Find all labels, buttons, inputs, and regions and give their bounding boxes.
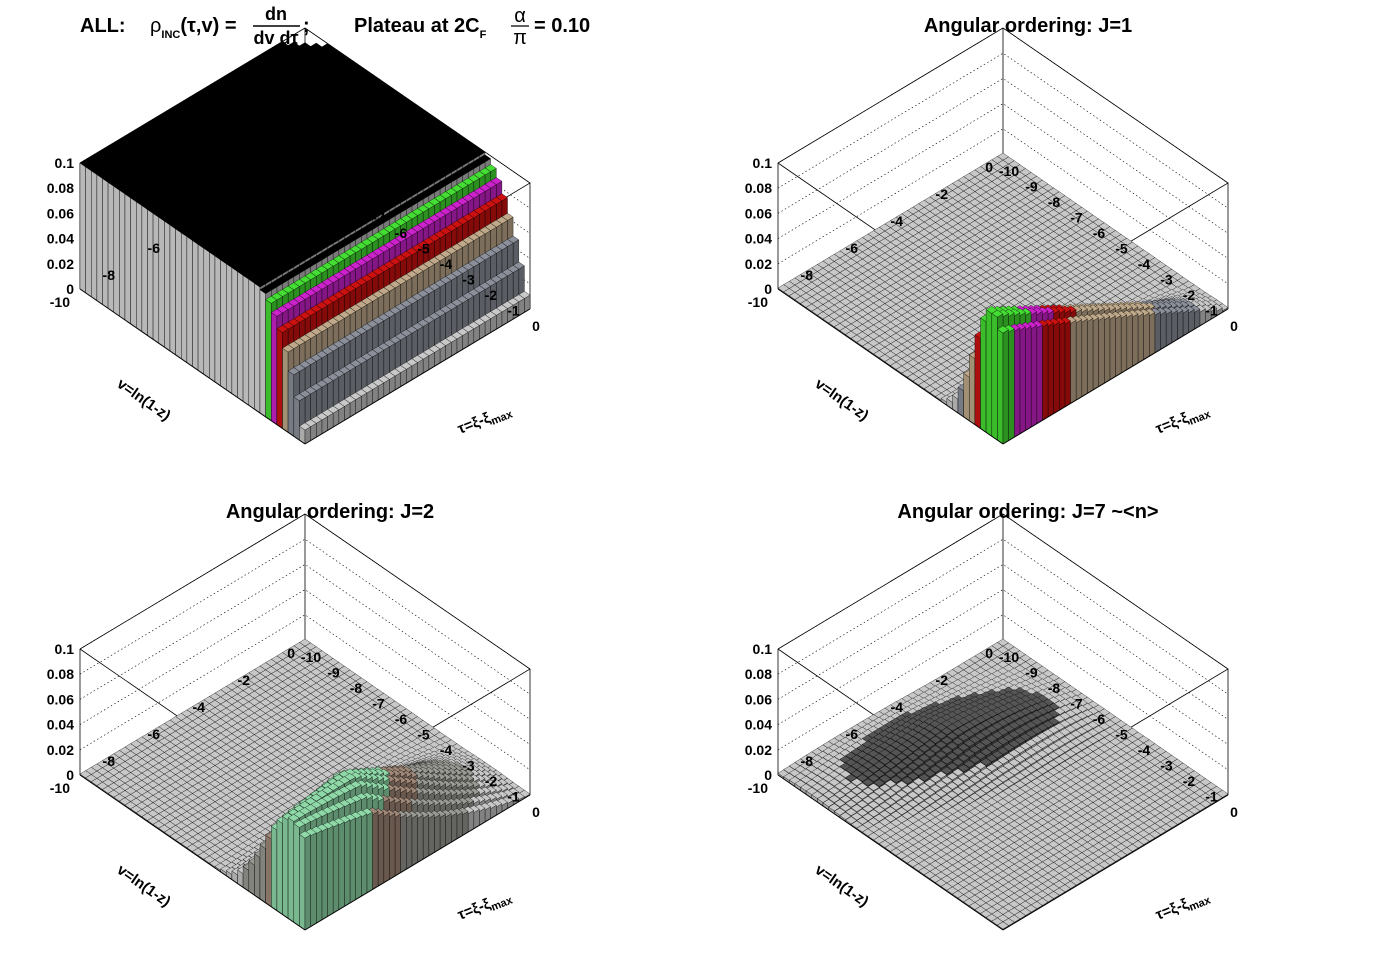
tau-tick-label: -5 — [1115, 241, 1128, 257]
fraction-denominator: dv dτ — [253, 28, 298, 48]
tau-tick-label: -3 — [462, 272, 475, 288]
tau-tick-label: -3 — [462, 758, 475, 774]
v-axis-title: v=ln(1-z) — [114, 375, 174, 424]
v-tick-label: -4 — [891, 213, 904, 229]
tau-tick-label: -3 — [1160, 272, 1173, 288]
z-tick-label: 0.08 — [47, 666, 74, 682]
v-tick-label: -8 — [801, 267, 814, 283]
panel-title: Angular ordering: J=1 — [924, 15, 1132, 37]
z-tick-label: 0.02 — [47, 256, 74, 272]
v-tick-label: -2 — [238, 186, 251, 202]
tau-tick-label: -10 — [301, 649, 321, 665]
tau-tick-label: -5 — [417, 241, 430, 257]
tau-tick-label: -7 — [372, 210, 385, 226]
pi-denominator: π — [513, 27, 527, 49]
z-tick-label: 0.1 — [753, 155, 773, 171]
tau-tick-label: -8 — [350, 194, 363, 210]
tau-tick-label: -2 — [485, 773, 498, 789]
z-tick-label: 0.04 — [47, 231, 74, 247]
panel-angular-j2: 00.020.040.060.080.1 -10-9-8-7-6-5-4-3-2-… — [47, 501, 540, 931]
panel-title: Angular ordering: J=2 — [226, 501, 434, 523]
tau-tick-label: -4 — [1138, 256, 1151, 272]
title-semicolon: ; — [303, 15, 310, 37]
tau-tick-label: -4 — [440, 256, 453, 272]
z-tick-label: 0.1 — [55, 641, 75, 657]
v-tick-label: -4 — [193, 699, 206, 715]
v-tick-label: -8 — [103, 753, 116, 769]
tau-tick-label: -8 — [1048, 194, 1061, 210]
tau-tick-label: -1 — [1205, 303, 1218, 319]
z-tick-label: 0.04 — [47, 717, 74, 733]
tau-tick-label: -9 — [1025, 179, 1038, 195]
lego-surface — [79, 41, 531, 445]
tau-tick-label: -9 — [327, 665, 340, 681]
z-tick-label: 0.02 — [47, 742, 74, 758]
v-tick-label: 0 — [287, 159, 295, 175]
v-tick-label: -4 — [193, 213, 206, 229]
fraction-numerator: dn — [265, 4, 287, 24]
z-tick-label: 0.06 — [745, 205, 772, 221]
v-tick-label: -8 — [103, 267, 116, 283]
panel-all-plateau: 00.020.040.060.080.1 -10-9-8-7-6-5-4-3-2-… — [47, 4, 590, 445]
v-tick-label: -6 — [148, 240, 161, 256]
tau-tick-label: -1 — [507, 303, 520, 319]
tau-axis-title: τ=ξ-ξmax — [455, 401, 515, 441]
panel-angular-j1: 00.020.040.060.080.1 -10-9-8-7-6-5-4-3-2-… — [745, 15, 1238, 445]
v-tick-label: -6 — [148, 726, 161, 742]
tau-axis-title: τ=ξ-ξmax — [1153, 401, 1213, 441]
tau-tick-label: 0 — [1230, 318, 1238, 334]
z-tick-label: 0.08 — [745, 180, 772, 196]
v-tick-label: -2 — [238, 672, 251, 688]
v-tick-label: -10 — [50, 780, 70, 796]
tau-tick-label: -6 — [395, 711, 408, 727]
z-tick-label: 0.06 — [47, 691, 74, 707]
tau-tick-label: -10 — [301, 163, 321, 179]
v-axis-title: v=ln(1-z) — [812, 375, 872, 424]
panel-title: ALL: ρINC(τ,v) = dn dv dτ; Plateau at 2CF απ =… — [80, 4, 590, 49]
v-tick-label: 0 — [287, 645, 295, 661]
v-tick-label: -6 — [846, 240, 859, 256]
v-tick-label: 0 — [985, 159, 993, 175]
v-axis-title: v=ln(1-z) — [114, 861, 174, 910]
tau-tick-label: -10 — [999, 163, 1019, 179]
v-tick-label: -10 — [748, 294, 768, 310]
lego-bar — [997, 325, 1009, 445]
tau-tick-label: -7 — [372, 696, 385, 712]
z-tick-label: 0.06 — [47, 205, 74, 221]
panel-angular-j7: 00.020.040.060.080.1 -10-9-8-7-6-5-4-3-2-… — [745, 501, 1238, 931]
tau-tick-label: -6 — [1093, 225, 1106, 241]
z-tick-label: 0.04 — [745, 231, 772, 247]
z-tick-label: 0.08 — [47, 180, 74, 196]
tau-tick-label: -7 — [1070, 210, 1083, 226]
alpha-numerator: α — [514, 5, 526, 27]
tau-axis-title: τ=ξ-ξmax — [455, 887, 515, 927]
tau-tick-label: 0 — [532, 318, 540, 334]
z-tick-label: 0.02 — [745, 256, 772, 272]
title-rho: ρINC(τ,v) = — [150, 15, 237, 41]
tau-tick-label: -9 — [327, 179, 340, 195]
tau-tick-label: -2 — [485, 287, 498, 303]
plateau-value: = 0.10 — [534, 15, 590, 37]
title-prefix: ALL: — [80, 15, 126, 37]
plateau-text: Plateau at 2CF — [354, 15, 487, 41]
lego-bar — [299, 830, 311, 931]
tau-tick-label: -8 — [350, 680, 363, 696]
v-tick-label: -10 — [50, 294, 70, 310]
tau-tick-label: -2 — [1183, 287, 1196, 303]
tau-tick-label: 0 — [532, 804, 540, 820]
tau-tick-label: -1 — [507, 789, 520, 805]
tau-tick-label: -6 — [395, 225, 408, 241]
tau-tick-label: -4 — [440, 742, 453, 758]
tau-tick-label: -5 — [417, 727, 430, 743]
z-tick-label: 0.1 — [55, 155, 75, 171]
v-tick-label: -2 — [936, 186, 949, 202]
